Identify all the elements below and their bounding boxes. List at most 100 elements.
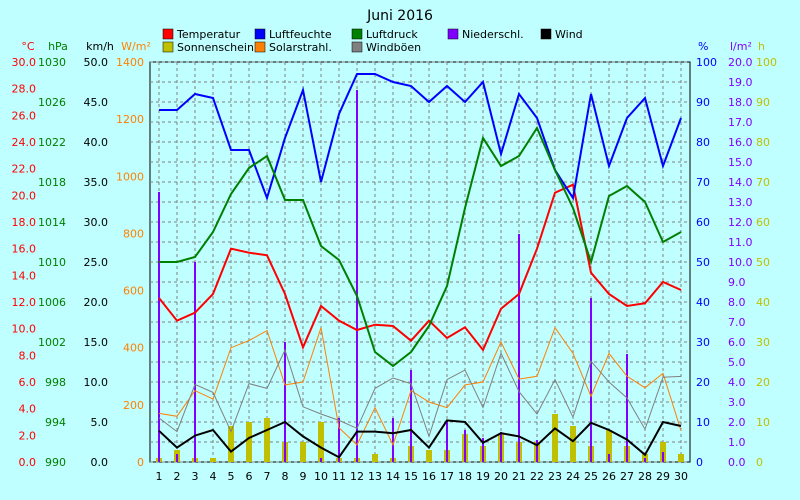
axis-tick-label-lm2: 20.0 xyxy=(728,56,753,69)
legend-label: Sonnenschein xyxy=(177,41,254,54)
bar-sonnenschein xyxy=(318,422,324,462)
x-tick-label: 15 xyxy=(404,470,418,483)
bar-niederschl xyxy=(590,298,592,462)
bar-sonnenschein xyxy=(300,442,306,462)
x-tick-label: 24 xyxy=(566,470,580,483)
legend-swatch xyxy=(254,28,266,40)
axis-tick-label-wm2: 200 xyxy=(123,399,144,412)
legend-label: Luftfeuchte xyxy=(269,28,332,41)
x-tick-label: 13 xyxy=(368,470,382,483)
x-tick-label: 7 xyxy=(264,470,271,483)
x-tick-label: 19 xyxy=(476,470,490,483)
axis-tick-label-wm2: 1200 xyxy=(116,113,144,126)
axis-tick-label-kmh: 15.0 xyxy=(84,336,109,349)
axis-tick-label-temp: 20.0 xyxy=(12,189,37,202)
axis-tick-label-kmh: 30.0 xyxy=(84,216,109,229)
x-tick-label: 18 xyxy=(458,470,472,483)
legend-swatch xyxy=(447,28,459,40)
x-tick-label: 21 xyxy=(512,470,526,483)
bar-niederschl xyxy=(284,342,286,462)
legend-label: Solarstrahl. xyxy=(269,41,332,54)
legend: Temperatur Luftfeuchte Luftdruck Niederschl… xyxy=(162,28,583,54)
x-tick-label: 17 xyxy=(440,470,454,483)
axis-tick-label-lm2: 6.0 xyxy=(728,336,746,349)
axis-tick-label-hpa: 1014 xyxy=(38,216,66,229)
bar-niederschl xyxy=(464,430,466,462)
bar-niederschl xyxy=(392,418,394,462)
axis-tick-label-hpa: 1006 xyxy=(38,296,66,309)
bar-sonnenschein xyxy=(210,458,216,462)
line-temperatur xyxy=(158,183,682,352)
x-tick-label: 1 xyxy=(156,470,163,483)
axis-unit-kmh: km/h xyxy=(86,40,114,53)
legend-swatch xyxy=(162,41,174,53)
axis-tick-label-temp: 4.0 xyxy=(19,403,37,416)
axis-tick-label-h: 90 xyxy=(756,96,770,109)
bar-sonnenschein xyxy=(246,422,252,462)
bar-niederschl xyxy=(338,418,340,462)
bar-sonnenschein xyxy=(552,414,558,462)
axis-tick-label-temp: 24.0 xyxy=(12,136,37,149)
legend-swatch xyxy=(351,41,363,53)
axis-tick-label-lm2: 10.0 xyxy=(728,256,753,269)
axis-tick-label-pct: 100 xyxy=(696,56,717,69)
axis-units: °C hPa km/h W/m²% l/m² h xyxy=(21,40,765,53)
x-tick-label: 25 xyxy=(584,470,598,483)
axis-tick-label-h: 70 xyxy=(756,176,770,189)
bar-sonnenschein xyxy=(570,426,576,462)
line-solarstrahl xyxy=(158,326,682,447)
legend-label: Wind xyxy=(555,28,583,41)
x-tick-label: 22 xyxy=(530,470,544,483)
x-tick-label: 16 xyxy=(422,470,436,483)
bar-niederschl xyxy=(500,432,502,462)
axis-tick-label-lm2: 14.0 xyxy=(728,176,753,189)
axis-tick-label-lm2: 7.0 xyxy=(728,316,746,329)
axis-tick-label-h: 0 xyxy=(756,456,763,469)
axis-tick-label-pct: 60 xyxy=(696,216,710,229)
bar-niederschl xyxy=(644,458,646,462)
legend-label: Niederschl. xyxy=(462,28,524,41)
legend-swatch xyxy=(540,28,552,40)
axis-tick-label-hpa: 1030 xyxy=(38,56,66,69)
bar-niederschl xyxy=(158,192,160,462)
bar-sonnenschein xyxy=(264,418,270,462)
axis-tick-label-h: 60 xyxy=(756,216,770,229)
axis-tick-label-lm2: 17.0 xyxy=(728,116,753,129)
legend-label: Luftdruck xyxy=(366,28,418,41)
axis-tick-label-lm2: 18.0 xyxy=(728,96,753,109)
bar-niederschl xyxy=(446,420,448,462)
axis-tick-label-pct: 30 xyxy=(696,336,710,349)
x-tick-label: 2 xyxy=(174,470,181,483)
axis-tick-label-lm2: 4.0 xyxy=(728,376,746,389)
axis-tick-label-wm2: 600 xyxy=(123,285,144,298)
axis-tick-label-kmh: 35.0 xyxy=(84,176,109,189)
x-tick-label: 28 xyxy=(638,470,652,483)
axis-tick-label-wm2: 400 xyxy=(123,342,144,355)
axis-tick-label-kmh: 45.0 xyxy=(84,96,109,109)
axis-tick-label-hpa: 998 xyxy=(45,376,66,389)
axis-tick-label-kmh: 20.0 xyxy=(84,296,109,309)
axis-tick-label-h: 40 xyxy=(756,296,770,309)
axis-tick-label-temp: 28.0 xyxy=(12,83,37,96)
bar-niederschl xyxy=(608,454,610,462)
axis-tick-label-temp: 8.0 xyxy=(19,349,37,362)
axis-tick-label-temp: 0.0 xyxy=(19,456,37,469)
x-tick-label: 8 xyxy=(282,470,289,483)
chart-title: Juni 2016 xyxy=(366,8,433,24)
legend-swatch xyxy=(162,28,174,40)
legend-swatch xyxy=(254,41,266,53)
axis-tick-label-lm2: 12.0 xyxy=(728,216,753,229)
axis-tick-label-kmh: 5.0 xyxy=(91,416,109,429)
x-tick-label: 27 xyxy=(620,470,634,483)
axis-tick-label-temp: 26.0 xyxy=(12,109,37,122)
axis-tick-label-temp: 16.0 xyxy=(12,243,37,256)
bar-sonnenschein xyxy=(426,450,432,462)
x-tick-label: 4 xyxy=(210,470,217,483)
axis-tick-label-wm2: 800 xyxy=(123,227,144,240)
axis-tick-label-lm2: 1.0 xyxy=(728,436,746,449)
x-tick-label: 5 xyxy=(228,470,235,483)
axis-tick-label-lm2: 3.0 xyxy=(728,396,746,409)
axis-tick-label-pct: 20 xyxy=(696,376,710,389)
axis-unit-hpa: hPa xyxy=(48,40,68,53)
